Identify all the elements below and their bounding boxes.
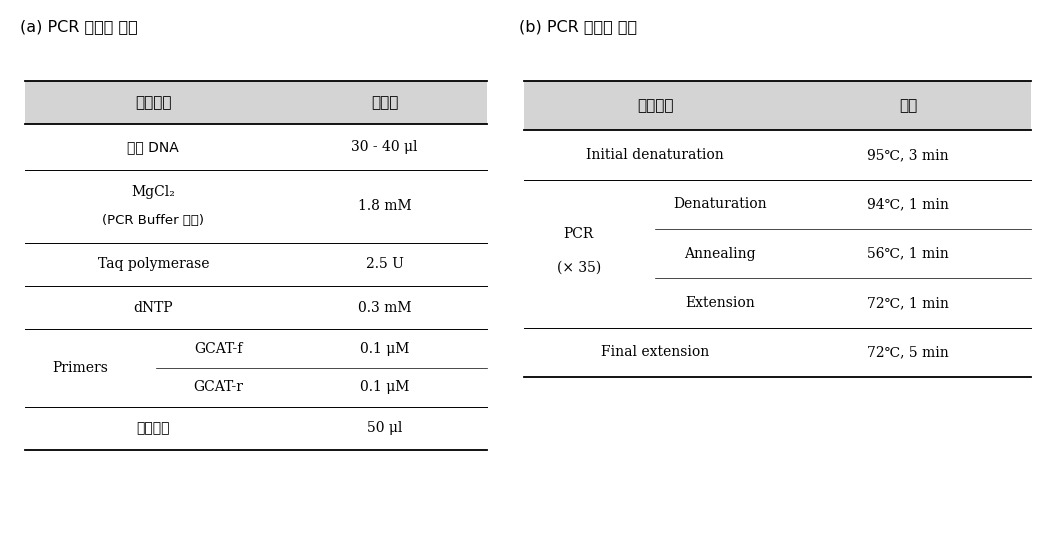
Text: 30 - 40 μl: 30 - 40 μl [351,140,418,154]
Text: 1.8 mM: 1.8 mM [358,199,411,213]
Text: 0.3 mM: 0.3 mM [358,301,411,315]
Text: dNTP: dNTP [133,301,173,315]
Text: (a) PCR 반응액 조성: (a) PCR 반응액 조성 [20,20,138,35]
Text: Denaturation: Denaturation [673,197,767,211]
Text: 반응물질: 반응물질 [135,95,172,110]
Text: Primers: Primers [52,361,108,375]
Text: Initial denaturation: Initial denaturation [586,148,723,162]
Text: Extension: Extension [686,296,755,310]
Text: 94℃, 1 min: 94℃, 1 min [867,197,949,211]
Text: (× 35): (× 35) [557,261,601,275]
Text: 조건: 조건 [899,99,917,113]
Text: Final extension: Final extension [601,345,709,360]
Bar [525,81,1030,130]
Text: PCR: PCR [563,227,594,241]
Text: 0.1 μM: 0.1 μM [360,380,409,394]
Bar [25,81,488,124]
Text: Annealing: Annealing [685,247,756,261]
Text: 최종부피: 최종부피 [136,421,170,435]
Text: 주형 DNA: 주형 DNA [128,140,179,154]
Text: 56℃, 1 min: 56℃, 1 min [867,247,949,261]
Text: 72℃, 1 min: 72℃, 1 min [867,296,949,310]
Text: MgCl₂: MgCl₂ [131,185,175,199]
Text: 0.1 μM: 0.1 μM [360,342,409,356]
Text: 72℃, 5 min: 72℃, 5 min [867,345,949,360]
Text: 95℃, 3 min: 95℃, 3 min [867,148,949,162]
Text: GCAT-r: GCAT-r [194,380,244,394]
Text: (PCR Buffer 함유): (PCR Buffer 함유) [103,214,204,227]
Text: Taq polymerase: Taq polymerase [97,258,209,272]
Text: 첸가량: 첸가량 [371,95,398,110]
Text: (b) PCR 반응액 조건: (b) PCR 반응액 조건 [519,20,637,35]
Text: 2.5 U: 2.5 U [365,258,403,272]
Text: GCAT-f: GCAT-f [195,342,243,356]
Text: 50 μl: 50 μl [366,421,402,435]
Text: 반응단계: 반응단계 [637,99,673,113]
